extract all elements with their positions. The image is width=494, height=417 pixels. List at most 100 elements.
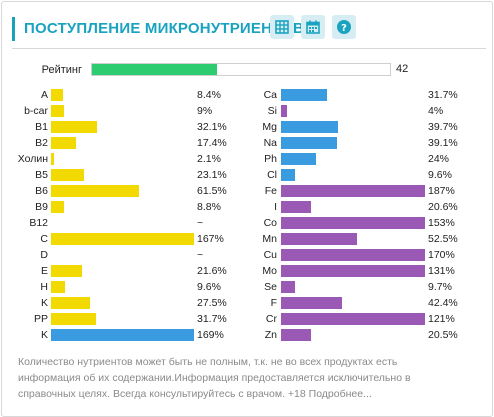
right-nutrient-row: Ph 24% [2, 152, 492, 166]
nutrient-bar [51, 281, 65, 293]
nutrient-percent: 9.6% [428, 169, 452, 181]
header-accent-bar [12, 17, 15, 41]
nutrient-bar-track [51, 329, 194, 341]
nutrient-bar-track [51, 233, 194, 245]
nutrient-bar [51, 105, 64, 117]
nutrient-bar [281, 265, 425, 277]
panel-title: ПОСТУПЛЕНИЕ МИКРОНУТРИЕНТОВ [24, 20, 305, 37]
nutrient-percent: 61.5% [197, 185, 227, 197]
right-nutrient-row: Si 4% [2, 104, 492, 118]
nutrient-label: Si [267, 105, 277, 117]
nutrient-percent: 21.6% [197, 265, 227, 277]
right-nutrient-row: F 42.4% [2, 296, 492, 310]
table-view-button[interactable] [270, 15, 294, 39]
left-nutrient-row: D ~ [2, 248, 492, 262]
nutrient-bar [281, 249, 425, 261]
nutrient-bar-track [281, 281, 425, 293]
left-nutrient-row: B2 17.4% [2, 136, 492, 150]
nutrient-label: Mn [262, 233, 277, 245]
left-nutrient-row: A 8.4% [2, 88, 492, 102]
header-divider [12, 48, 486, 49]
nutrient-bar-track [281, 313, 425, 325]
nutrient-label: Fe [264, 185, 277, 197]
left-nutrient-row: PP 31.7% [2, 312, 492, 326]
nutrient-label: Cu [263, 249, 277, 261]
nutrient-percent: 52.5% [428, 233, 458, 245]
right-nutrient-row: Na 39.1% [2, 136, 492, 150]
nutrient-percent: 167% [197, 233, 224, 245]
nutrient-bar-track [281, 201, 425, 213]
nutrient-bar [51, 153, 54, 165]
nutrient-bar-track [51, 169, 194, 181]
nutrient-bar [51, 313, 96, 325]
nutrient-bar-track [51, 265, 194, 277]
nutrient-bar [281, 233, 357, 245]
nutrient-bar [281, 105, 287, 117]
right-nutrient-row: Mo 131% [2, 264, 492, 278]
nutrient-percent: 2.1% [197, 153, 221, 165]
nutrient-bar [51, 185, 139, 197]
nutrient-label: H [40, 281, 48, 293]
nutrient-bar [281, 185, 425, 197]
nutrient-bar [51, 201, 64, 213]
panel-header: ПОСТУПЛЕНИЕ МИКРОНУТРИЕНТОВ [12, 14, 486, 49]
rating-bar-fill [92, 64, 217, 75]
rating-value: 42 [396, 63, 409, 75]
left-nutrient-row: K 169% [2, 328, 492, 342]
nutrient-percent: 121% [428, 313, 455, 325]
nutrient-label: Se [264, 281, 277, 293]
nutrient-bar-track [281, 153, 425, 165]
help-button[interactable]: ? [332, 15, 356, 39]
nutrient-percent: 39.7% [428, 121, 458, 133]
nutrient-label: Na [263, 137, 277, 149]
left-nutrient-row: Холин 2.1% [2, 152, 492, 166]
right-nutrient-row: I 20.6% [2, 200, 492, 214]
nutrient-label: b-car [24, 105, 48, 117]
nutrient-bar [281, 201, 311, 213]
left-nutrient-row: K 27.5% [2, 296, 492, 310]
nutrient-label: B1 [35, 121, 48, 133]
left-nutrient-row: B12 ~ [2, 216, 492, 230]
nutrient-label: Zn [264, 329, 277, 341]
nutrient-percent: 169% [197, 329, 224, 341]
nutrient-bar-track [51, 105, 194, 117]
nutrient-bar-track [281, 185, 425, 197]
nutrient-label: E [40, 265, 48, 277]
nutrient-bar-track [51, 153, 194, 165]
nutrient-bar [51, 89, 63, 101]
nutrient-percent: 31.7% [197, 313, 227, 325]
nutrient-percent: 23.1% [197, 169, 227, 181]
nutrient-bar [51, 121, 97, 133]
nutrient-bar [51, 233, 194, 245]
nutrient-bar-track [51, 137, 194, 149]
right-nutrient-row: Fe 187% [2, 184, 492, 198]
nutrient-percent: 32.1% [197, 121, 227, 133]
nutrient-bar-track [51, 297, 194, 309]
calendar-icon [306, 20, 320, 34]
nutrient-bar-track [281, 121, 425, 133]
nutrient-percent: 20.6% [428, 201, 458, 213]
nutrient-label: B6 [35, 185, 48, 197]
nutrient-bar [51, 137, 76, 149]
nutrient-label: Co [263, 217, 277, 229]
nutrient-percent: ~ [197, 217, 204, 229]
nutrient-label: A [40, 89, 48, 101]
nutrient-percent: 170% [428, 249, 455, 261]
nutrient-bar-track [281, 249, 425, 261]
nutrient-label: C [40, 233, 48, 245]
nutrient-label: D [40, 249, 48, 261]
left-nutrient-row: b-car 9% [2, 104, 492, 118]
nutrient-bar-track [51, 313, 194, 325]
nutrient-bar-track [281, 89, 425, 101]
right-nutrient-row: Mg 39.7% [2, 120, 492, 134]
nutrient-bar [51, 265, 82, 277]
calendar-button[interactable] [301, 15, 325, 39]
nutrient-bar [51, 329, 194, 341]
nutrient-percent: 153% [428, 217, 455, 229]
nutrient-bar-track [281, 233, 425, 245]
nutrient-label: Ca [263, 89, 277, 101]
nutrient-percent: 24% [428, 153, 450, 165]
nutrient-label: B2 [35, 137, 48, 149]
nutrient-percent: 4% [428, 105, 444, 117]
